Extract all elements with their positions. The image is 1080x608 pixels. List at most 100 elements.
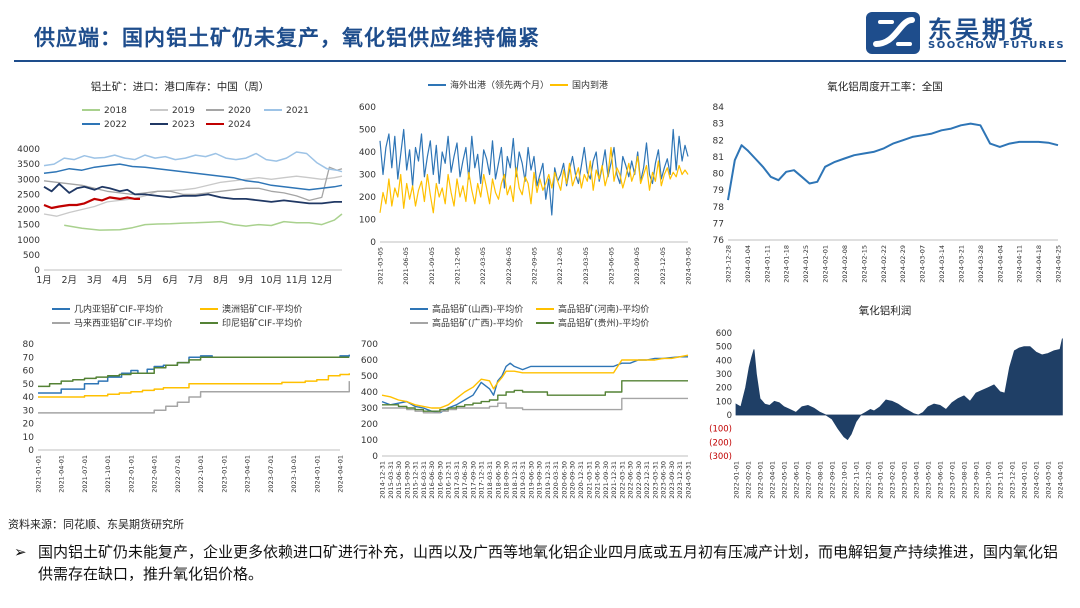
chart-alumina-profit: 氧化铝利润 (300) (200) (100) 0 100 200 300 400 500 600 2… [700, 300, 1070, 512]
series-line-2018 [64, 213, 343, 231]
chart-svg: 海外出港（领先两个月） 国内到港 0 100 200 300 400 500 600 2021-0… [359, 79, 693, 285]
x-tick-label: 2021-09-05 [428, 247, 436, 285]
x-tick-label: 2024-03-14 [938, 245, 946, 283]
x-tick-label: 2020-06-30 [560, 461, 568, 499]
y-tick-label: 30 [23, 406, 35, 416]
legend-label: 印尼铝矿CIF-平均价 [222, 317, 302, 329]
y-tick-label: 0 [370, 238, 376, 248]
x-tick-label: 2021-10-01 [104, 455, 112, 493]
y-tick-label: 600 [716, 329, 732, 339]
x-tick-label: 2022-05-01 [781, 461, 789, 499]
y-tick-label: 3000 [17, 175, 40, 185]
x-tick-label: 2024-04-01 [1057, 461, 1065, 499]
x-tick-label: 2024-03-01 [1045, 461, 1053, 499]
x-tick-label: 2019-06-30 [527, 461, 535, 499]
legend-label: 2023 [172, 120, 195, 130]
x-tick-label: 2024-01-01 [313, 455, 321, 493]
x-tick-label: 2023-04-01 [913, 461, 921, 499]
y-tick-label: 400 [361, 388, 378, 398]
x-tick-label: 2018-03-31 [486, 461, 494, 499]
series-line-高品铝矿(山西)-平均价 [381, 356, 688, 414]
series-area [735, 338, 1063, 441]
y-tick-label: 100 [361, 436, 378, 446]
series-line-main [727, 122, 1059, 201]
source-note: 资料来源：同花顺、东吴期货研究所 [8, 518, 184, 531]
x-tick-label: 2022-07-01 [174, 455, 182, 493]
soochow-logo-icon [866, 12, 920, 54]
series-line-2022 [43, 163, 343, 191]
logo-chinese-name: 东吴期货 [928, 16, 1036, 44]
y-tick-label: 81 [713, 153, 724, 163]
x-tick-label: 2022-04-01 [151, 455, 159, 493]
legend-label: 2021 [286, 106, 309, 116]
series-line-马来西亚铝矿CIF-平均价 [38, 381, 350, 414]
legend-label: 高品铝矿(贵州)-平均价 [558, 317, 649, 329]
x-tick-label: 2022-09-05 [531, 247, 539, 285]
logo-english-name: SOOCHOW FUTURES [928, 40, 1066, 51]
x-tick-label: 2015-12-31 [412, 461, 420, 499]
y-tick-label: 10 [23, 433, 35, 443]
y-tick-label: 300 [716, 370, 732, 380]
x-tick-label: 2019-09-30 [536, 461, 544, 499]
x-tick-label: 2024-03-31 [685, 461, 693, 499]
y-tick-label: 500 [359, 126, 376, 136]
x-tick-label: 2014-12-31 [379, 461, 387, 499]
x-tick-label: 2023-08-01 [961, 461, 969, 499]
x-tick-label: 2024-04-04 [996, 245, 1004, 283]
x-tick-label: 2023-07-01 [267, 455, 275, 493]
y-tick-label: 77 [713, 219, 724, 229]
y-tick-label: 500 [23, 251, 40, 261]
x-tick-label: 2022-08-01 [817, 461, 825, 499]
series-line-2021 [43, 151, 343, 173]
x-tick-label: 2023-05-01 [925, 461, 933, 499]
y-tick-label: 80 [713, 170, 725, 180]
chart-imported-bauxite-cif: 几内亚铝矿CIF-平均价 澳洲铝矿CIF-平均价 马来西亚铝矿CIF-平均价 印尼铝矿… [10, 300, 350, 512]
x-tick-label: 2022-07-01 [805, 461, 813, 499]
y-tick-label: 84 [713, 103, 725, 113]
series-line-高品铝矿(贵州)-平均价 [382, 380, 688, 412]
x-tick-label: 4月 [112, 275, 128, 286]
page-title: 供应端：国内铝土矿仍未复产，氧化铝供应维持偏紧 [34, 26, 540, 50]
y-tick-label: 700 [361, 340, 378, 350]
x-tick-label: 2022-12-31 [643, 461, 651, 499]
legend-label: 海外出港（领先两个月） [450, 79, 549, 91]
x-tick-label: 2024-02-15 [860, 245, 868, 283]
legend-label: 澳洲铝矿CIF-平均价 [222, 303, 302, 315]
x-tick-label: 2020-12-31 [577, 461, 585, 499]
x-tick-label: 2021-06-30 [594, 461, 602, 499]
y-tick-label: 0 [372, 452, 378, 462]
x-tick-label: 3月 [87, 275, 103, 286]
x-tick-label: 2022-10-01 [841, 461, 849, 499]
x-tick-label: 2021-12-31 [610, 461, 618, 499]
x-tick-label: 2021-04-01 [58, 455, 66, 493]
y-tick-label: 300 [359, 171, 376, 181]
x-tick-label: 2022-03-05 [479, 247, 487, 285]
series-line-高品铝矿(广西)-平均价 [382, 397, 688, 414]
x-tick-label: 2024-01-01 [1021, 461, 1029, 499]
x-tick-label: 2024-02-01 [1033, 461, 1041, 499]
legend-label: 马来西亚铝矿CIF-平均价 [74, 317, 172, 329]
y-tick-label: 1000 [17, 236, 40, 246]
x-tick-label: 2024-03-07 [919, 245, 927, 283]
x-tick-label: 2019-12-31 [544, 461, 552, 499]
x-tick-label: 11月 [286, 275, 308, 286]
y-tick-label: 500 [361, 372, 378, 382]
x-tick-label: 2022-03-01 [757, 461, 765, 499]
y-tick-label: 200 [359, 193, 376, 203]
y-tick-label: 60 [23, 367, 35, 377]
legend-label: 2018 [104, 106, 127, 116]
x-tick-label: 2022-04-01 [769, 461, 777, 499]
series-line-高品铝矿(河南)-平均价 [381, 354, 689, 409]
x-tick-label: 12月 [311, 275, 333, 286]
y-tick-label: 3500 [17, 160, 40, 170]
x-tick-label: 2023-07-01 [949, 461, 957, 499]
x-tick-label: 2023-09-30 [668, 461, 676, 499]
x-tick-label: 2022-09-30 [635, 461, 643, 499]
series-line-国内到港 [379, 146, 689, 214]
summary-bullet: ➢ 国内铝土矿仍未能复产，企业更多依赖进口矿进行补充，山西以及广西等地氧化铝企业… [14, 541, 1064, 585]
y-tick-label: (100) [709, 425, 732, 435]
series-line-2024 [43, 196, 140, 210]
x-tick-label: 2018-12-31 [511, 461, 519, 499]
x-tick-label: 2024-01-25 [802, 245, 810, 283]
